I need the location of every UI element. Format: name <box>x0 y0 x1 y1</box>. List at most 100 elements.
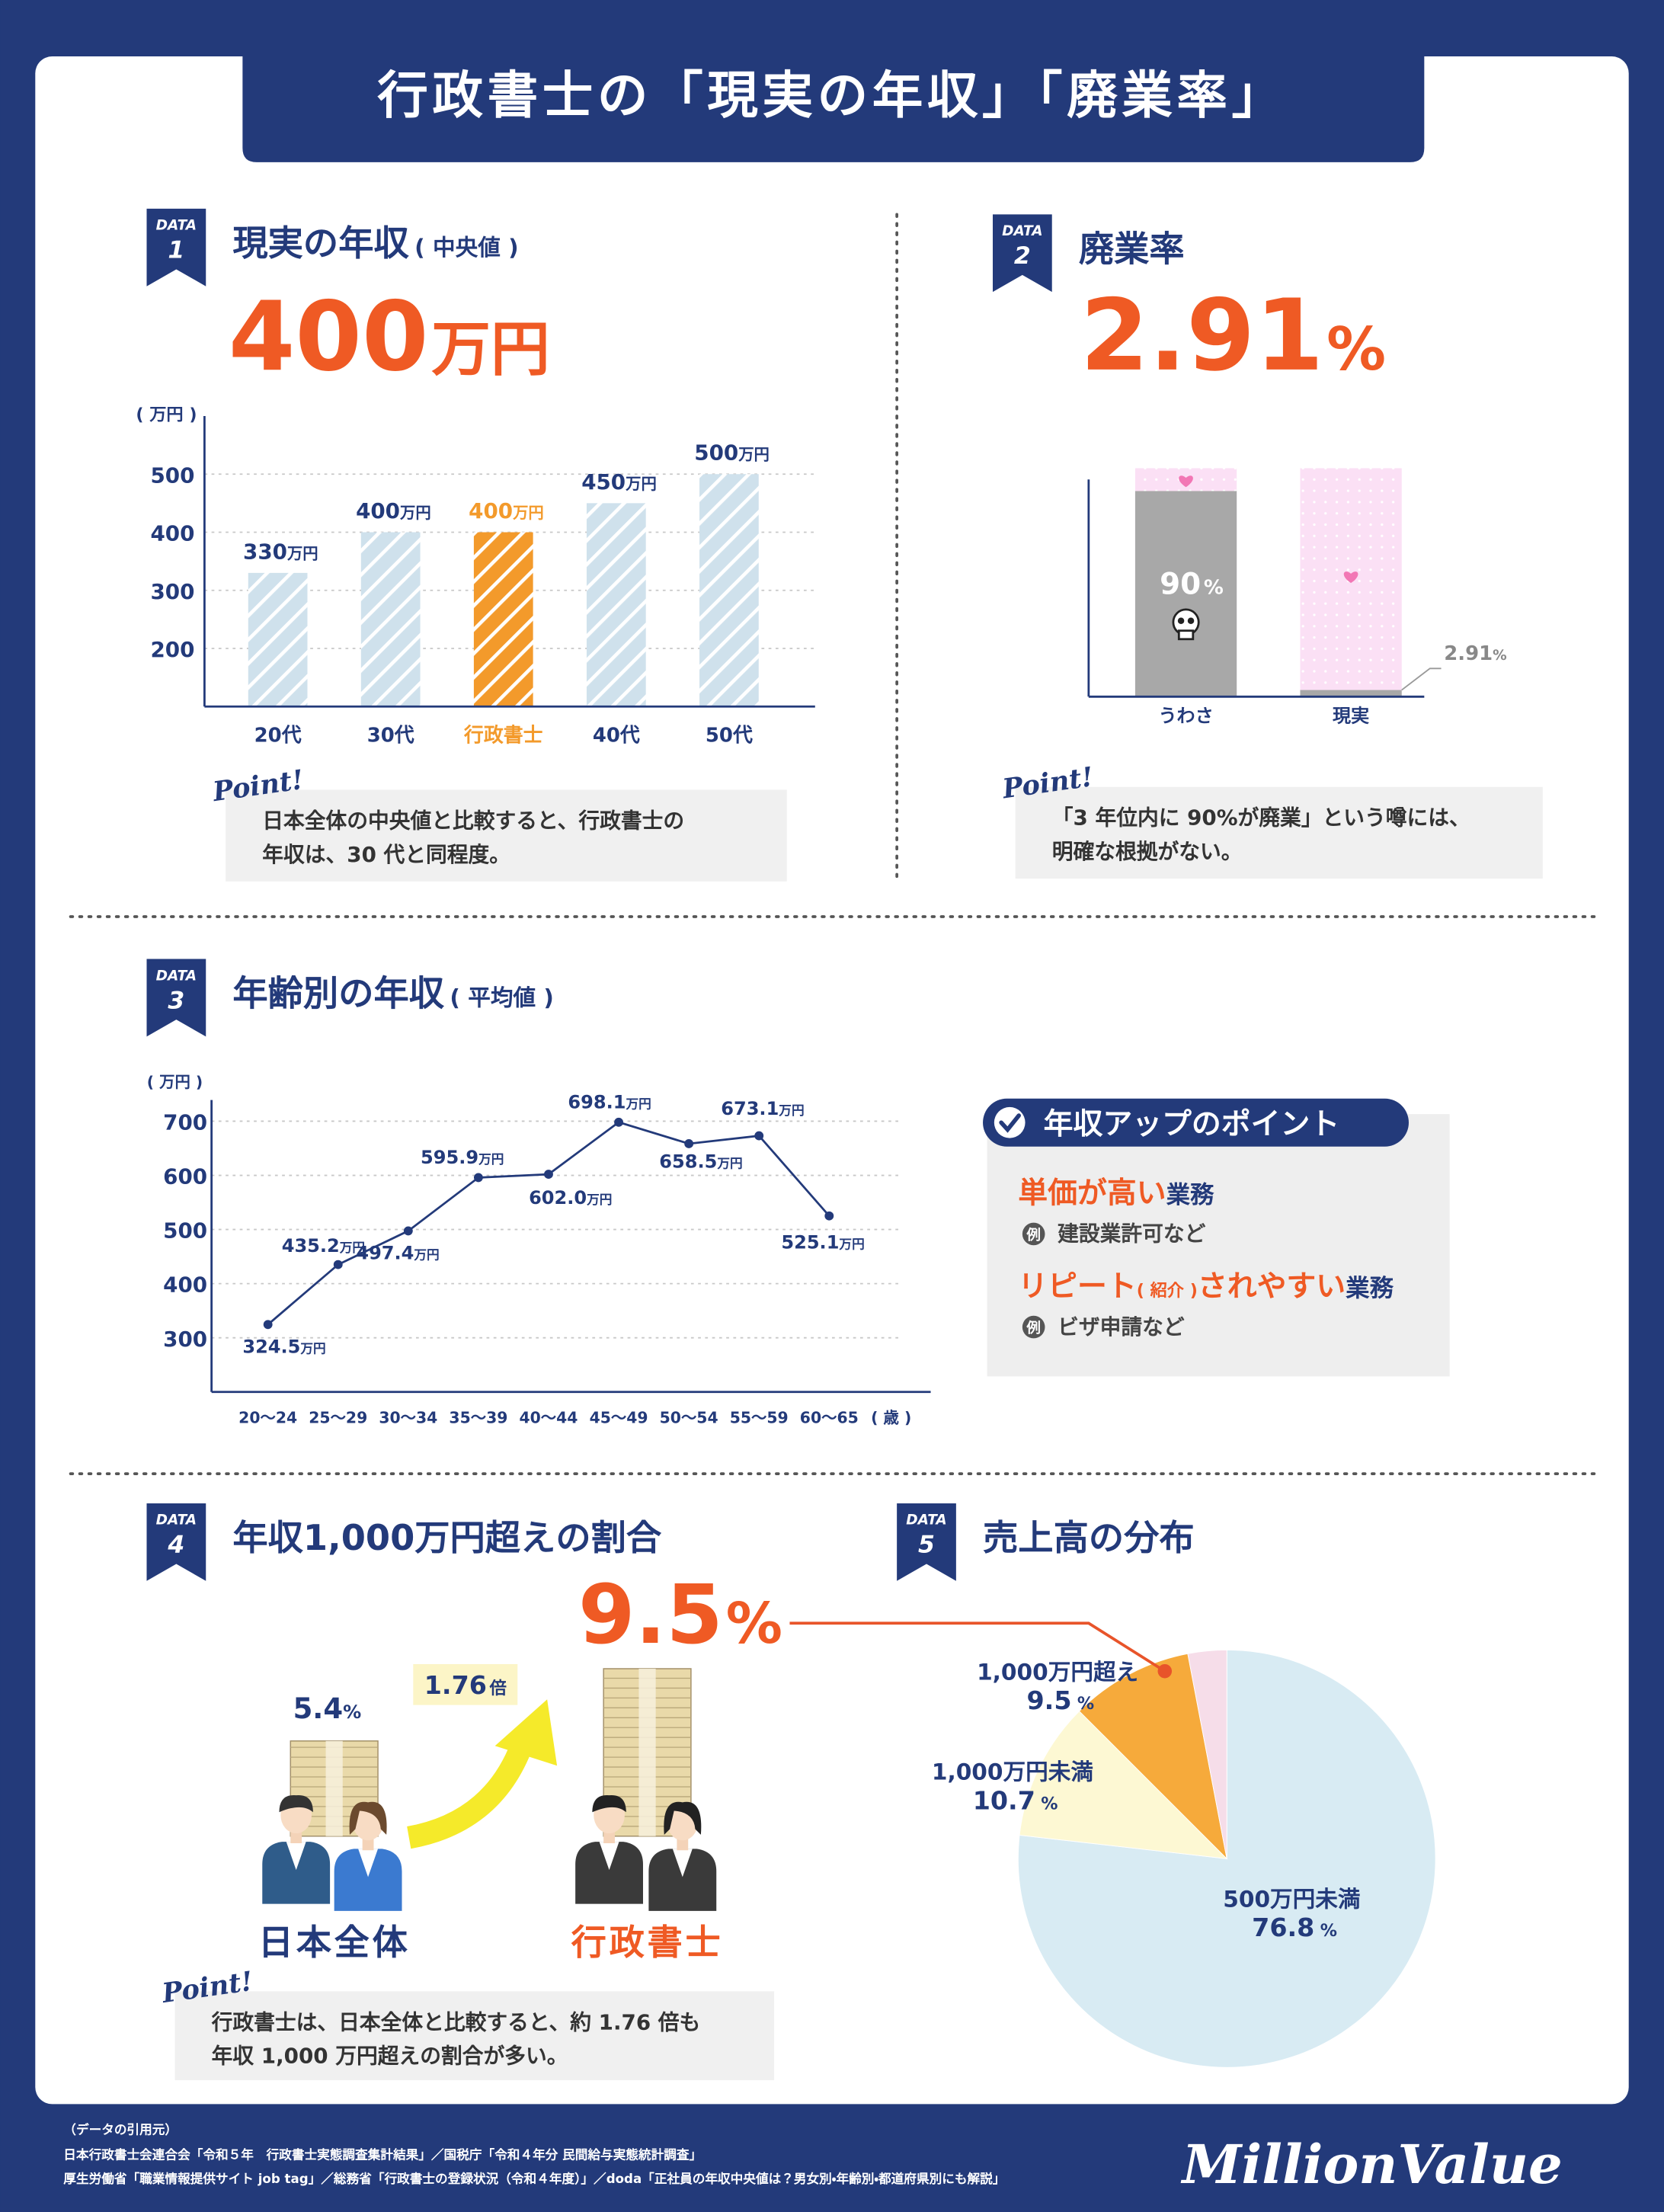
bar-value-label-part: % <box>1204 577 1224 600</box>
point-text: 行政書士は、日本全体と比較すると、約 1.76 倍も <box>211 2009 701 2034</box>
headline-value: 400万円 <box>229 280 550 392</box>
x-tick-label: 40～44 <box>520 1408 578 1426</box>
x-tick-label: 30～34 <box>379 1408 437 1426</box>
section-heading-part: 現実の年収 <box>232 222 409 264</box>
ratio-label: 1.76 倍 <box>424 1670 507 1700</box>
check-mark <box>999 1113 1022 1133</box>
data-badge <box>146 208 206 287</box>
pictogram-label: 行政書士 <box>571 1922 724 1963</box>
headline-value-part: % <box>1326 315 1386 384</box>
point-box <box>226 789 787 882</box>
section-heading-part: 廃業率 <box>1079 228 1185 269</box>
pictogram-value-label-part: % <box>343 1701 361 1723</box>
bar-value-label-part: 90 <box>1160 568 1201 602</box>
page-title: 行政書士の「現実の年収」「廃業率」 <box>377 66 1286 125</box>
point-value-label-part: 万円 <box>838 1237 864 1251</box>
person-shirt <box>358 1849 379 1877</box>
tips-title: 年収アップのポイント <box>1044 1107 1340 1141</box>
x-tick-label: 現実 <box>1333 706 1369 727</box>
point-value-label-part: 497.4 <box>356 1242 414 1263</box>
y-tick-label: 500 <box>150 463 194 488</box>
bar-value-label: 500万円 <box>694 440 770 466</box>
person-body <box>575 1842 643 1904</box>
headline-value-part: % <box>726 1591 782 1657</box>
bar-value-label: 450万円 <box>581 469 657 495</box>
bar-value-label-part: % <box>1493 648 1507 664</box>
x-unit-label: ( 歳 ) <box>871 1408 911 1426</box>
line-point <box>263 1320 273 1330</box>
section-heading-part: 売上高の分布 <box>983 1517 1195 1558</box>
bar <box>248 572 308 707</box>
pie-slice <box>1019 1711 1228 1859</box>
bar-value-label: 400万円 <box>356 498 431 523</box>
arrow-head <box>494 1699 558 1766</box>
bar-value-label: 2.91% <box>1444 642 1506 665</box>
y-tick-label: 400 <box>150 521 194 546</box>
pie-value-label: 10.7% <box>973 1786 1058 1816</box>
pictogram-value-label-part: 5.4 <box>293 1692 344 1725</box>
tips-box <box>987 1114 1450 1377</box>
y-tick-label: 600 <box>163 1164 207 1189</box>
headline-value-part: 2.91 <box>1080 278 1324 393</box>
data-badge <box>897 1503 956 1581</box>
line-point <box>333 1260 343 1269</box>
leader-line <box>789 1621 1166 1673</box>
point-box <box>1015 786 1543 879</box>
badge-number: 1 <box>168 237 184 264</box>
pie-value-label-part: 9.5 <box>1027 1685 1072 1715</box>
bar-value-label: 400万円 <box>469 498 544 523</box>
example-badge <box>1022 1222 1045 1246</box>
x-tick-label: 35～39 <box>449 1408 507 1426</box>
pie-value-label: 9.5% <box>1027 1685 1095 1715</box>
bar-value-label: 90% <box>1160 568 1224 602</box>
point-value-label: 602.0万円 <box>529 1187 612 1208</box>
x-tick-label: 50～54 <box>660 1408 718 1426</box>
badge-number: 3 <box>168 987 184 1014</box>
skull-eye <box>1177 617 1185 624</box>
point-value-label-part: 万円 <box>625 1096 651 1111</box>
person-body <box>334 1849 402 1911</box>
data-badge <box>146 1503 206 1581</box>
tip-heading: 単価が高い業務 <box>1018 1176 1214 1211</box>
line-point <box>684 1139 694 1148</box>
bar <box>473 532 533 707</box>
line-point <box>824 1211 834 1221</box>
tip-heading-part: リピート <box>1018 1269 1136 1304</box>
point-value-label: 698.1万円 <box>568 1091 651 1112</box>
point-value-label: 658.5万円 <box>659 1151 742 1172</box>
point-value-label: 595.9万円 <box>421 1147 504 1168</box>
tip-heading-part: されやすい <box>1198 1269 1346 1304</box>
ratio-label-part: 1.76 <box>424 1670 487 1700</box>
bar <box>699 474 759 707</box>
arrow <box>406 1733 536 1849</box>
headline-value-part: 400 <box>229 280 429 392</box>
section-heading: 年収1,000万円超えの割合 <box>232 1517 661 1558</box>
title-banner <box>242 56 1425 162</box>
bar-value-label-part: 500 <box>694 440 738 466</box>
point-value-label-part: 万円 <box>586 1192 612 1207</box>
money-strap <box>638 1668 656 1836</box>
point-text: 日本全体の中央値と比較すると、行政書士の <box>262 808 684 833</box>
bar <box>1134 491 1237 697</box>
y-unit-label: ( 万円 ) <box>147 1073 203 1091</box>
check-icon <box>994 1106 1026 1138</box>
section-heading-part: 年齢別の年収 <box>232 973 444 1014</box>
person-neck <box>603 1830 615 1844</box>
skull-jaw <box>1177 629 1195 641</box>
tips-header <box>983 1098 1409 1147</box>
bar <box>360 532 421 707</box>
point-text: 年収 1,000 万円超えの割合が多い。 <box>212 2044 568 2069</box>
point-text: 年収は、30 代と同程度。 <box>262 842 510 867</box>
bar-value-label-part: 万円 <box>286 544 318 562</box>
x-tick-label: 20～24 <box>238 1408 297 1426</box>
person-neck <box>677 1837 689 1851</box>
point-value-label: 673.1万円 <box>721 1098 804 1119</box>
bar-value-label-part: 450 <box>581 469 626 495</box>
point-value-label-part: 万円 <box>413 1247 439 1262</box>
y-unit-label: ( 万円 ) <box>136 405 197 425</box>
bar-value-label-part: 400 <box>469 498 513 523</box>
tip-heading-part: 業務 <box>1346 1275 1394 1302</box>
pictogram-label: 日本全体 <box>258 1922 411 1963</box>
bar-value-label-part: 400 <box>356 498 400 523</box>
